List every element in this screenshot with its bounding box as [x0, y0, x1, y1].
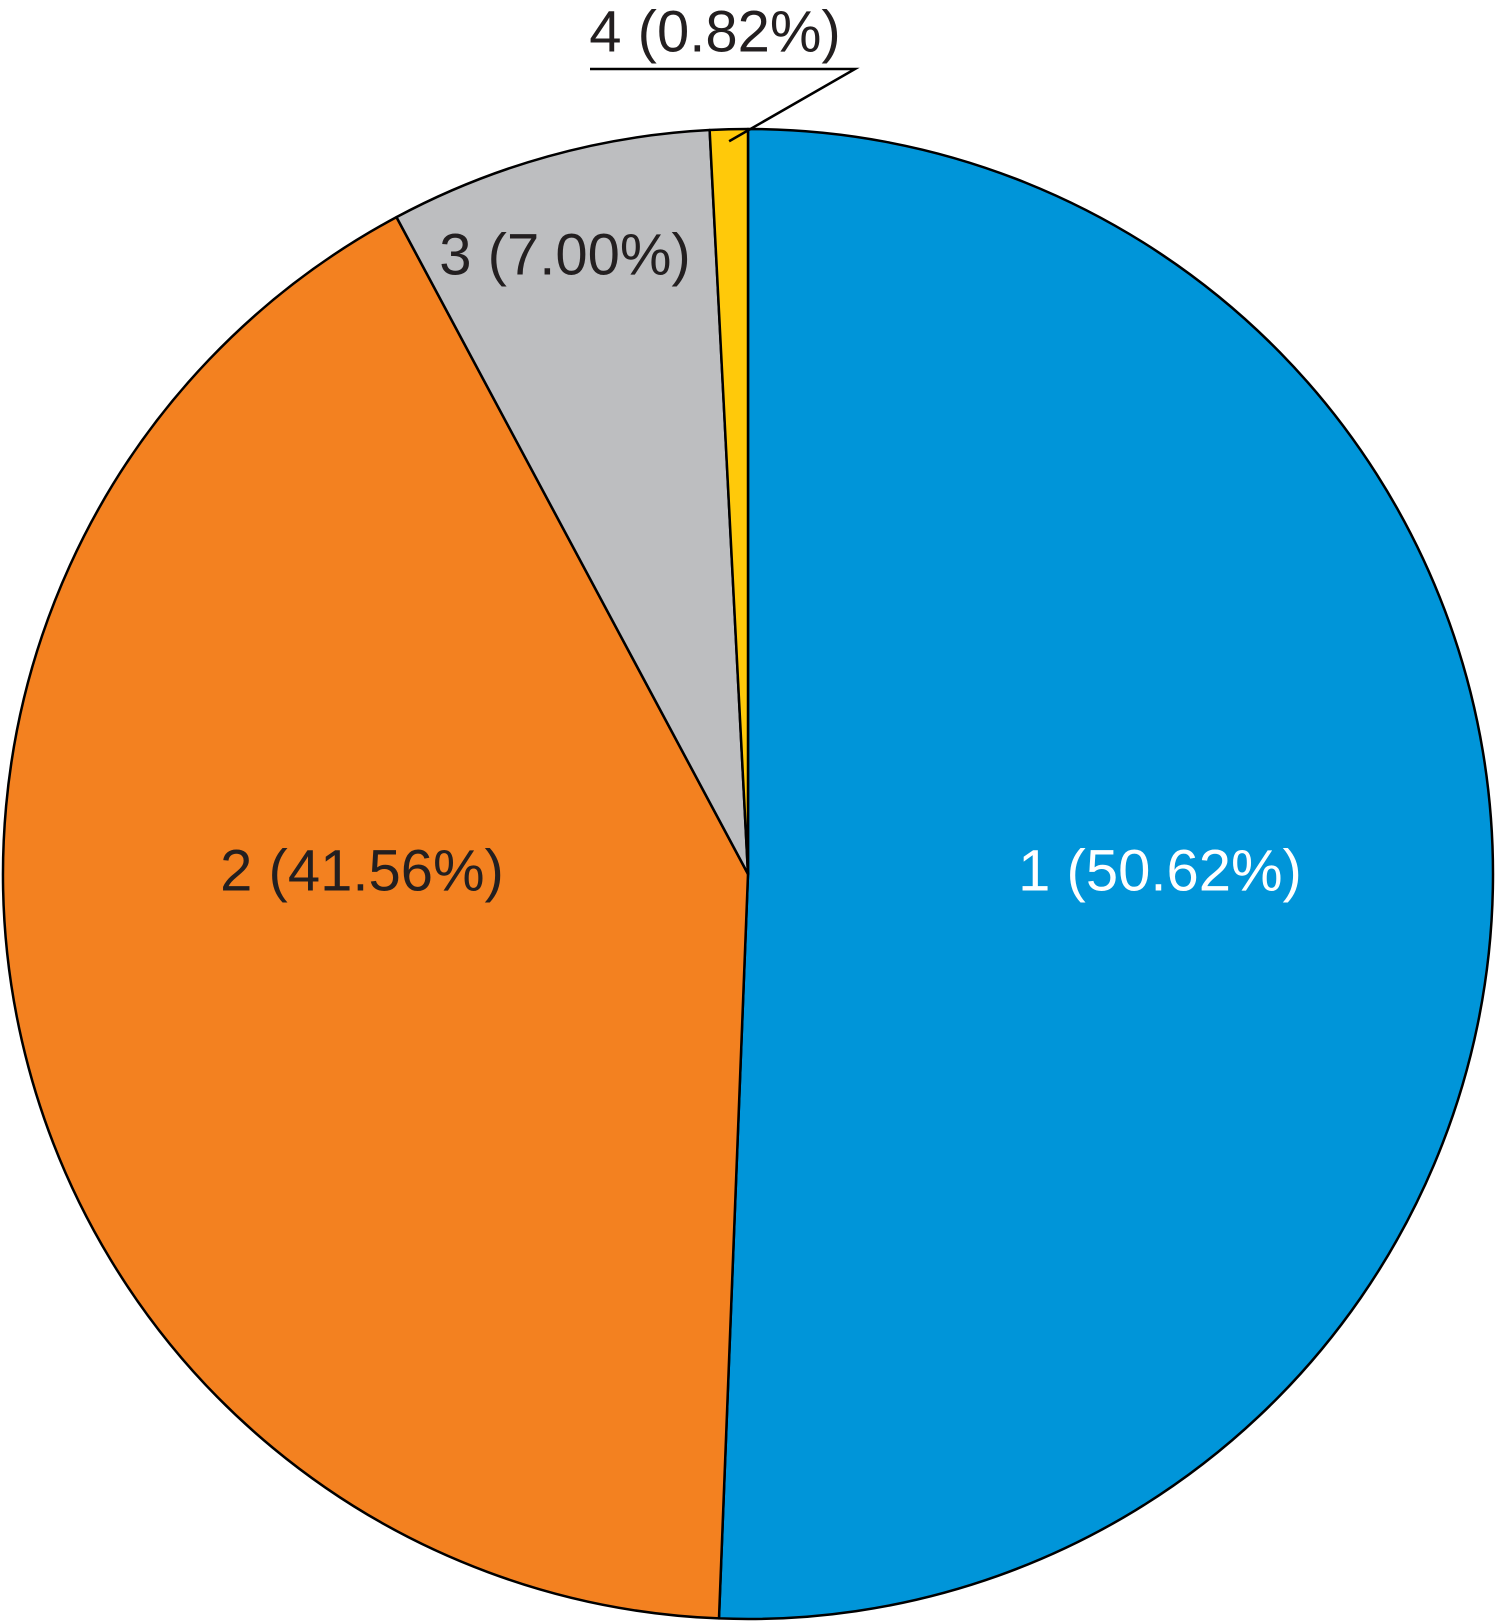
- slice-label: 1 (50.62%): [1018, 838, 1302, 903]
- pie-slice: [1, 215, 750, 1620]
- slice-label: 3 (7.00%): [439, 222, 690, 287]
- pie-slice: [717, 127, 1495, 1621]
- slice-label: 2 (41.56%): [220, 838, 504, 903]
- leader-line: [590, 67, 860, 143]
- pie-slice: [395, 128, 750, 876]
- slice-label: 4 (0.82%): [589, 0, 840, 64]
